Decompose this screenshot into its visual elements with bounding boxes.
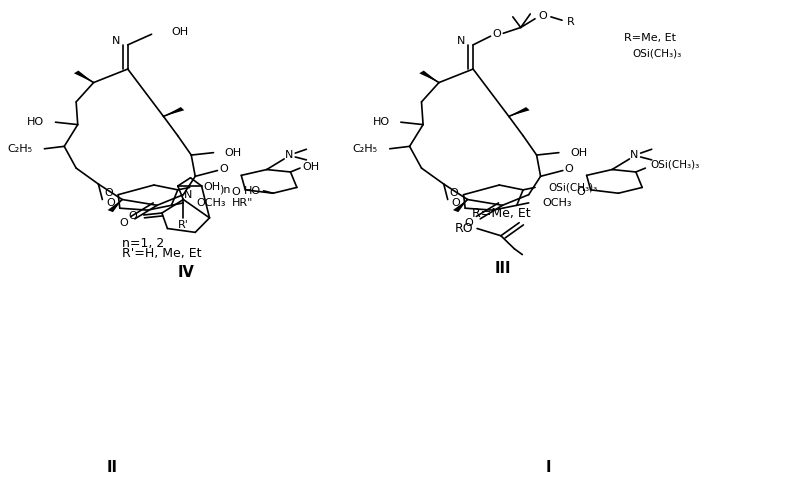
Text: HO: HO [373,117,390,127]
Polygon shape [74,70,94,83]
Text: III: III [495,260,511,276]
Text: O: O [493,29,502,39]
Text: N: N [184,190,192,200]
Text: R': R' [178,220,189,230]
Polygon shape [419,70,439,83]
Text: O: O [104,188,113,198]
Text: C₂H₅: C₂H₅ [7,144,33,154]
Polygon shape [107,200,122,212]
Text: O: O [128,211,137,221]
Text: O: O [565,164,574,174]
Text: OSi(CH₃)₃: OSi(CH₃)₃ [549,182,598,192]
Text: OCH₃: OCH₃ [542,198,572,208]
Text: O: O [106,198,114,208]
Text: R: R [566,17,574,27]
Text: IV: IV [178,265,194,280]
Text: OSi(CH₃)₃: OSi(CH₃)₃ [650,160,699,170]
Polygon shape [163,107,184,116]
Text: n=1, 2: n=1, 2 [122,238,165,250]
Text: O: O [465,218,474,228]
Text: I: I [546,460,551,475]
Text: R=Me, Et: R=Me, Et [624,33,676,43]
Polygon shape [453,200,467,212]
Text: OH: OH [302,162,319,172]
Text: OH: OH [203,182,220,192]
Text: OSi(CH₃)₃: OSi(CH₃)₃ [632,49,681,59]
Text: N: N [111,36,120,46]
Text: O: O [577,187,586,197]
Text: HO: HO [27,117,44,127]
Text: HR": HR" [232,198,254,208]
Text: OCH₃: OCH₃ [197,198,226,208]
Text: N: N [457,36,465,46]
Text: O: O [451,198,460,208]
Text: OH: OH [171,27,189,37]
Text: II: II [106,460,118,475]
Text: N: N [285,150,293,160]
Text: RO: RO [454,222,473,235]
Text: O: O [119,218,128,228]
Text: O: O [231,187,240,197]
Text: )n: )n [219,185,230,195]
Text: O: O [450,188,458,198]
Text: R=Me, Et: R=Me, Et [471,207,530,220]
Text: O: O [219,164,228,174]
Polygon shape [509,107,530,116]
Text: OH: OH [225,148,242,157]
Text: O: O [538,11,547,21]
Text: N: N [630,150,638,160]
Text: HO: HO [244,186,261,196]
Text: OH: OH [570,148,587,157]
Text: R'=H, Me, Et: R'=H, Me, Et [122,247,202,260]
Text: C₂H₅: C₂H₅ [353,144,378,154]
